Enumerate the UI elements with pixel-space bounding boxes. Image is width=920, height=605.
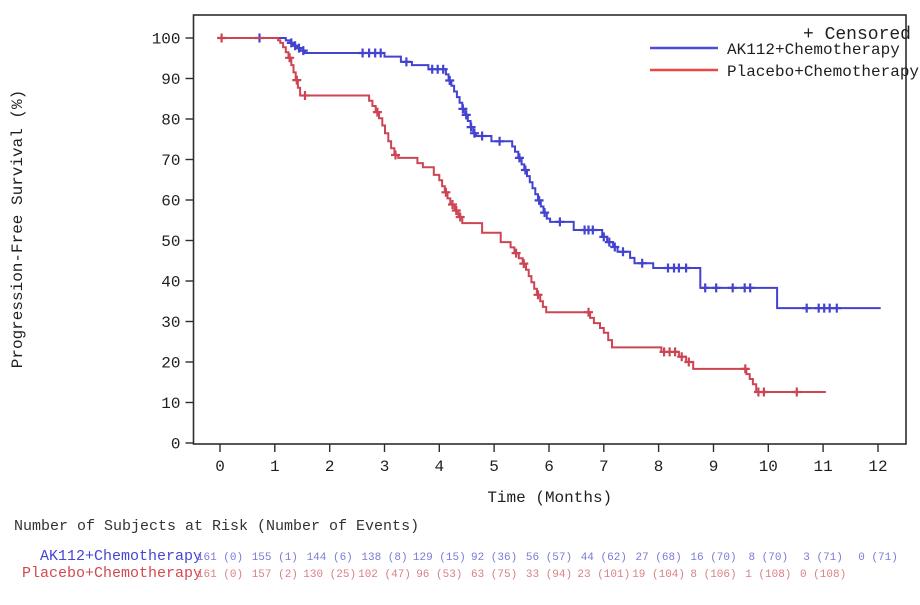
risk-row: AK112+Chemotherapy 161 (0) 155 (1) 144 (6) 1… xyxy=(0,548,920,566)
risk-value: 155 (1) xyxy=(251,552,298,564)
y-axis-tick-label: 30 xyxy=(161,314,180,332)
plot-border xyxy=(192,14,907,445)
risk-value: 161 (0) xyxy=(196,569,244,581)
risk-value: 44 (62) xyxy=(580,552,627,564)
risk-value: 63 (75) xyxy=(470,569,518,581)
risk-value: 23 (101) xyxy=(577,569,631,581)
risk-value: 161 (0) xyxy=(196,552,244,564)
risk-table-title: Number of Subjects at Risk (Number of Ev… xyxy=(14,518,420,535)
risk-value: 0 (71) xyxy=(858,552,898,564)
risk-value: 3 (71) xyxy=(803,552,843,564)
y-axis-tick-label: 70 xyxy=(161,152,180,170)
y-axis-tick-label: 10 xyxy=(161,395,180,413)
risk-value: 96 (53) xyxy=(416,569,463,581)
y-axis-tick-label: 0 xyxy=(171,436,181,454)
x-axis-tick-label: 0 xyxy=(215,458,225,476)
risk-value: 1 (108) xyxy=(745,569,792,581)
x-axis-tick-label: 12 xyxy=(868,458,887,476)
x-axis-tick-label: 2 xyxy=(325,458,335,476)
risk-value: 56 (57) xyxy=(525,552,573,564)
x-axis-tick-label: 8 xyxy=(654,458,664,476)
y-axis-tick-label: 60 xyxy=(161,193,180,211)
y-axis-tick-label: 20 xyxy=(161,355,180,373)
x-axis-tick-label: 1 xyxy=(270,458,280,476)
x-axis-tick-label: 9 xyxy=(709,458,719,476)
risk-row-label: AK112+Chemotherapy xyxy=(39,548,202,565)
x-axis-tick-label: 10 xyxy=(759,458,778,476)
y-axis-tick-label: 90 xyxy=(161,71,180,89)
legend-entry-label: AK112+Chemotherapy xyxy=(727,41,900,59)
risk-value: 157 (2) xyxy=(251,569,298,581)
x-axis-tick-label: 5 xyxy=(489,458,499,476)
risk-value: 33 (94) xyxy=(525,569,573,581)
risk-value: 102 (47) xyxy=(358,569,411,581)
y-axis-tick-label: 50 xyxy=(161,233,180,251)
risk-value: 16 (70) xyxy=(690,552,737,564)
x-axis-tick-label: 7 xyxy=(599,458,609,476)
risk-row-label: Placebo+Chemotherapy xyxy=(21,565,202,582)
risk-row: Placebo+Chemotherapy 161 (0) 157 (2) 130 (2… xyxy=(0,565,920,583)
risk-value: 0 (108) xyxy=(799,569,847,581)
legend-censored-label: + Censored xyxy=(803,25,911,45)
x-axis-tick-label: 3 xyxy=(380,458,390,476)
x-axis-title: Time (Months) xyxy=(487,489,612,507)
y-axis-title: Progression-Free Survival (%) xyxy=(9,90,27,368)
x-axis-tick-label: 6 xyxy=(544,458,554,476)
placebo-censor-marks xyxy=(217,33,802,397)
placebo-curve xyxy=(220,37,826,393)
x-axis-tick-label: 11 xyxy=(813,458,832,476)
risk-value: 8 (106) xyxy=(690,569,737,581)
risk-value: 19 (104) xyxy=(632,569,685,581)
y-axis-tick-label: 40 xyxy=(161,274,180,292)
y-axis-tick-label: 100 xyxy=(152,31,181,49)
risk-value: 130 (25) xyxy=(303,569,357,581)
risk-value: 27 (68) xyxy=(635,552,682,564)
x-axis-tick-label: 4 xyxy=(434,458,444,476)
risk-value: 129 (15) xyxy=(412,552,466,564)
risk-value: 8 (70) xyxy=(748,552,789,564)
risk-value: 92 (36) xyxy=(470,552,518,564)
risk-value: 138 (8) xyxy=(361,552,408,564)
legend-entry-label: Placebo+Chemotherapy xyxy=(727,63,919,81)
risk-value: 144 (6) xyxy=(306,552,353,564)
y-axis-tick-label: 80 xyxy=(161,112,180,130)
